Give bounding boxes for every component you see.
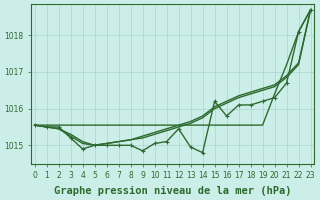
X-axis label: Graphe pression niveau de la mer (hPa): Graphe pression niveau de la mer (hPa) — [54, 186, 292, 196]
